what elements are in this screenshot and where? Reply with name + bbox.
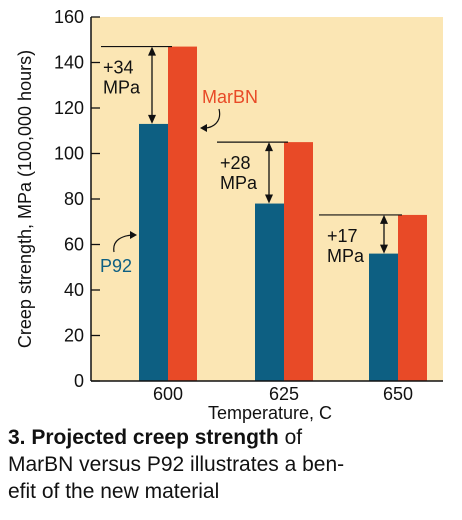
bars — [139, 46, 427, 382]
bar-marbn-600 — [168, 46, 197, 381]
arrow-head-down — [265, 194, 273, 204]
difference-label: MPa — [103, 78, 141, 98]
p92-pointer — [113, 234, 133, 253]
bar-p92-625 — [255, 203, 284, 381]
p92-pointer-head — [130, 231, 137, 239]
y-tick-label: 40 — [64, 280, 84, 300]
y-axis-ticks: 0 20 40 60 80 100 120 140 160 — [54, 7, 100, 391]
x-tick-label: 600 — [153, 384, 183, 404]
bar-p92-650 — [369, 253, 398, 381]
marbn-series-label: MarBN — [202, 87, 258, 107]
bar-marbn-625 — [284, 142, 313, 381]
y-axis-label: Creep strength, MPa (100,000 hours) — [15, 50, 35, 348]
caption-line-3: efit of the new material — [8, 480, 220, 503]
arrow-head-up — [380, 214, 388, 224]
y-tick-label: 140 — [54, 53, 84, 73]
arrow-head-up — [265, 142, 273, 152]
x-axis-ticks: 600 625 650 — [153, 384, 413, 404]
arrow-head-down — [380, 244, 388, 254]
caption-line-2: MarBN versus P92 illustrates a ben- — [8, 453, 345, 476]
bar-marbn-650 — [398, 214, 427, 381]
x-axis-label: Temperature, C — [208, 403, 332, 423]
difference-label: MPa — [327, 246, 365, 266]
difference-label: +17 — [327, 226, 358, 246]
y-tick-label: 80 — [64, 189, 84, 209]
caption-line-1-rest: of — [278, 426, 303, 449]
x-tick-label: 650 — [383, 384, 413, 404]
bar-p92-600 — [139, 123, 168, 382]
p92-series-label: P92 — [100, 256, 132, 276]
marbn-pointer-head — [200, 124, 207, 132]
y-tick-label: 60 — [64, 235, 84, 255]
difference-label: +28 — [220, 153, 251, 173]
y-tick-label: 160 — [54, 7, 84, 27]
figure-caption: 3. Projected creep strength of MarBN ver… — [8, 424, 458, 505]
y-tick-label: 100 — [54, 144, 84, 164]
difference-label: MPa — [220, 173, 258, 193]
y-tick-label: 120 — [54, 98, 84, 118]
caption-title: 3. Projected creep strength — [8, 426, 279, 449]
y-tick-label: 0 — [74, 371, 84, 391]
y-tick-label: 20 — [64, 326, 84, 346]
caption-line-1: 3. Projected creep strength of — [8, 424, 458, 451]
arrow-head-down — [148, 114, 156, 124]
difference-label: +34 — [103, 58, 134, 78]
arrow-head-up — [148, 46, 156, 56]
x-tick-label: 625 — [269, 384, 299, 404]
